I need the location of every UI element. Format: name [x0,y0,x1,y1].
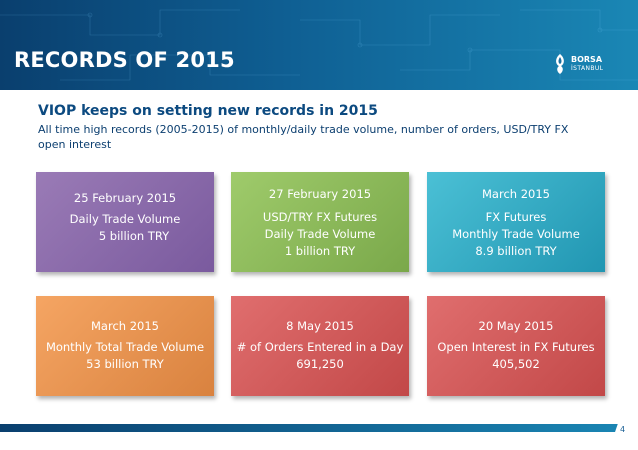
record-card-2: 27 February 2015 USD/TRY FX Futures Dail… [231,172,409,272]
card-date: 27 February 2015 [268,187,372,201]
card-line: Daily Trade Volume [69,212,181,226]
page-number: 4 [620,425,626,434]
card-line: USD/TRY FX Futures [262,210,378,224]
section-subheading: All time high records (2005-2015) of mon… [38,123,569,151]
card-date: 8 May 2015 [286,319,354,333]
card-line: # of Orders Entered in a Day [236,340,404,354]
record-card-6: 20 May 2015 Open Interest in FX Futures … [427,296,605,396]
borsa-istanbul-logo: BORSA İSTANBUL [553,53,603,75]
logo-line-2: İSTANBUL [571,65,604,72]
card-line: 5 billion TRY [98,229,170,243]
card-line: Monthly Trade Volume [452,227,580,241]
card-line: 53 billion TRY [86,357,164,371]
banner-pattern [0,9,638,81]
card-line: 1 billion TRY [284,244,356,258]
page-title: RECORDS OF 2015 [14,48,235,72]
record-card-3: March 2015 FX Futures Monthly Trade Volu… [427,172,605,272]
card-line: 8.9 billion TRY [475,244,557,258]
footer-bar [0,424,638,432]
record-card-5: 8 May 2015 # of Orders Entered in a Day … [231,296,409,396]
card-date: 20 May 2015 [478,319,554,333]
card-line: 691,250 [296,357,344,371]
header-banner: RECORDS OF 2015 BORSA İSTANBUL [0,0,638,90]
footer-wedge [614,413,638,435]
card-line: Daily Trade Volume [264,227,376,241]
card-date: March 2015 [91,319,159,333]
card-line: 405,502 [492,357,540,371]
card-date: 25 February 2015 [73,191,177,205]
logo-line-1: BORSA [571,55,603,64]
tulip-logo-icon [556,54,564,74]
card-line: FX Futures [485,210,547,224]
card-line: Open Interest in FX Futures [437,340,595,354]
section-heading: VIOP keeps on setting new records in 201… [38,103,378,119]
card-line: Monthly Total Trade Volume [45,340,205,354]
card-date: March 2015 [482,187,550,201]
record-card-1: 25 February 2015 Daily Trade Volume 5 bi… [36,172,214,272]
record-card-4: March 2015 Monthly Total Trade Volume 53… [36,296,214,396]
